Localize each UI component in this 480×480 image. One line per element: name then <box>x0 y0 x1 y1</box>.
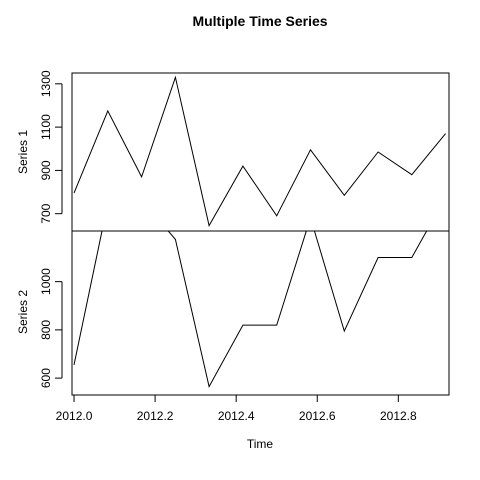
series-2-y-tick-label: 600 <box>39 368 53 388</box>
series-2-y-tick-label: 800 <box>39 320 53 340</box>
x-tick-label: 2012.0 <box>56 409 93 423</box>
x-tick-label: 2012.4 <box>218 409 255 423</box>
panel-2-frame <box>71 230 450 396</box>
series-1-y-tick-label: 900 <box>39 160 53 180</box>
series-1-line <box>73 75 446 227</box>
series-1-y-tick-label: 1100 <box>39 114 53 140</box>
series-2-line <box>73 231 428 388</box>
x-axis-label: Time <box>247 437 274 451</box>
series-1-y-tick-label: 1300 <box>39 70 53 97</box>
series-1-axis-label: Series 1 <box>16 130 30 174</box>
series-2-y-tick-label: 1000 <box>39 268 53 295</box>
x-tick-label: 2012.2 <box>137 409 174 423</box>
x-tick-label: 2012.8 <box>380 409 417 423</box>
series-1-y-tick-label: 700 <box>39 203 53 223</box>
series-2-axis-label: Series 2 <box>16 290 30 334</box>
x-tick-label: 2012.6 <box>299 409 336 423</box>
chart-title: Multiple Time Series <box>192 13 327 29</box>
